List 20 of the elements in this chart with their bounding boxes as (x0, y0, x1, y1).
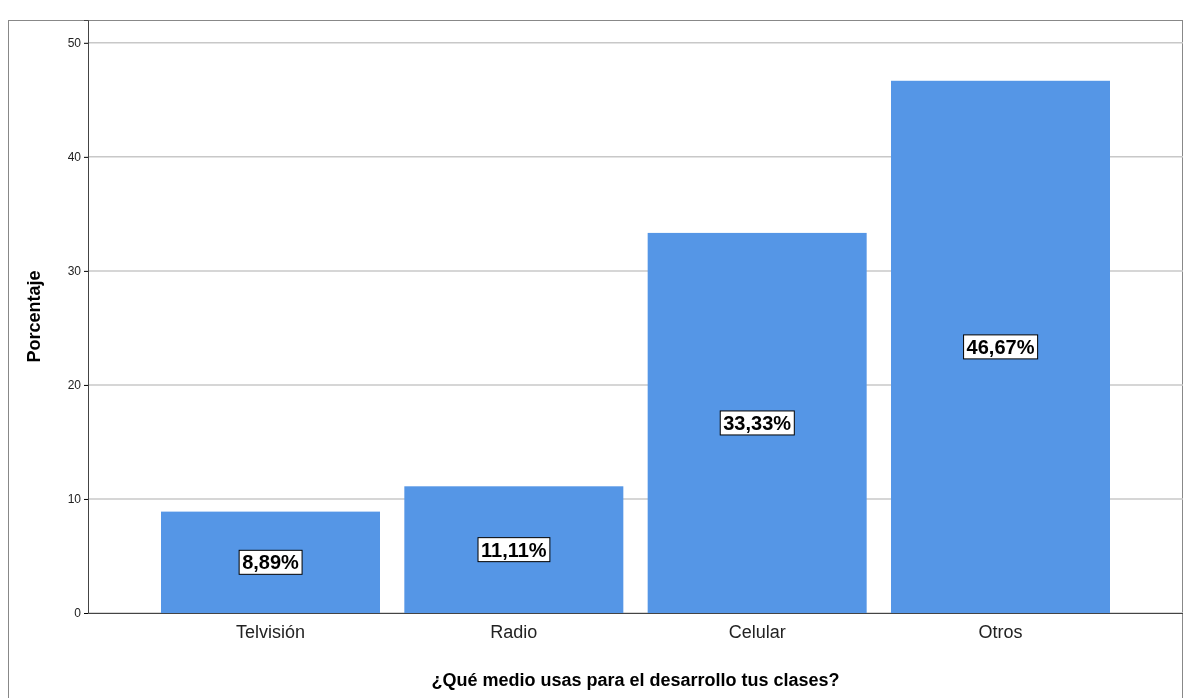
y-tick-label: 20 (67, 378, 82, 393)
y-tick-label: 50 (67, 36, 82, 51)
x-axis-title: ¿Qué medio usas para el desarrollo tus clases? (431, 670, 840, 690)
data-label: 8,89% (242, 551, 300, 574)
y-tick-label: 30 (67, 264, 82, 279)
x-tick-label: Radio (490, 621, 538, 642)
data-label: 46,67% (966, 335, 1035, 358)
y-axis-title: Porcentaje (24, 270, 44, 363)
y-tick-label: 0 (74, 606, 82, 621)
bar (404, 486, 624, 613)
bar (647, 232, 867, 613)
data-label: 11,11% (481, 538, 547, 561)
x-tick-label: Telvisión (235, 621, 306, 642)
bar (891, 80, 1110, 613)
data-label: 33,33% (723, 411, 792, 434)
x-tick-label: Otros (978, 621, 1023, 642)
y-tick-label: 10 (67, 492, 82, 507)
y-tick-label: 40 (67, 150, 82, 165)
bar (161, 511, 380, 613)
x-tick-label: Celular (728, 621, 786, 642)
